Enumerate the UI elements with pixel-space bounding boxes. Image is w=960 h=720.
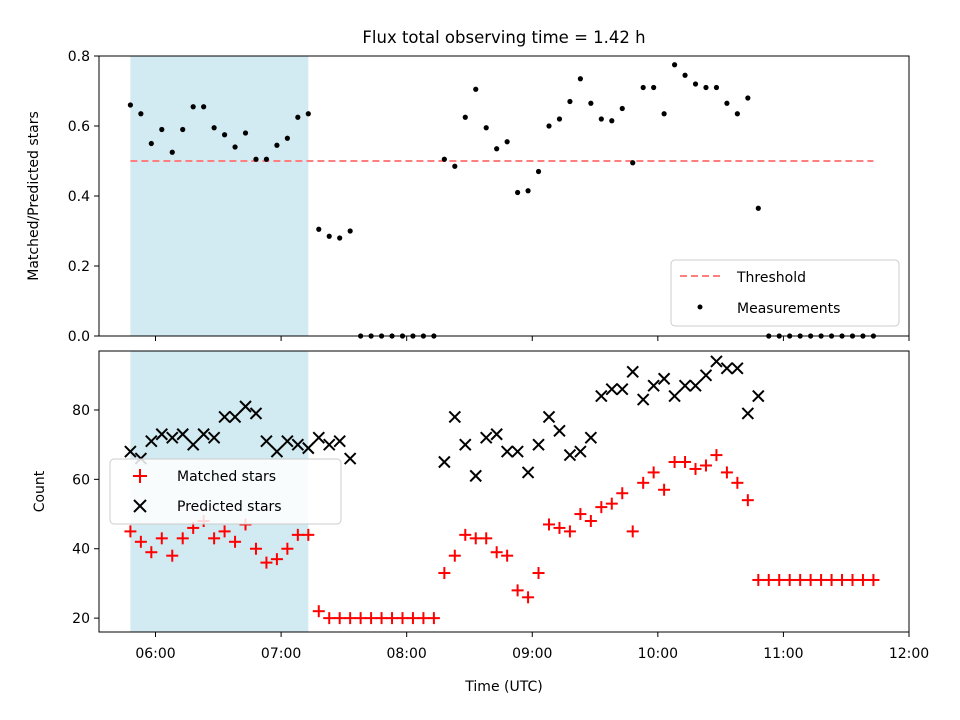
measurement-point xyxy=(735,111,740,116)
legend-matched-label: Matched stars xyxy=(177,469,276,485)
measurement-point xyxy=(714,85,719,90)
measurement-point xyxy=(724,101,729,106)
measurement-point xyxy=(599,116,604,121)
measurement-point xyxy=(662,111,667,116)
x-axis-label: Time (UTC) xyxy=(464,679,542,695)
y-tick-label: 0.2 xyxy=(68,259,90,275)
top-observing-window xyxy=(130,56,308,336)
measurement-point xyxy=(588,101,593,106)
measurement-point xyxy=(138,111,143,116)
measurement-point xyxy=(201,104,206,109)
measurement-point xyxy=(756,206,761,211)
measurement-point xyxy=(463,115,468,120)
y-tick-label: 80 xyxy=(72,403,90,419)
y-tick-label: 0.4 xyxy=(68,189,90,205)
measurement-point xyxy=(651,85,656,90)
measurement-point xyxy=(295,115,300,120)
measurement-point xyxy=(494,146,499,151)
measurement-point xyxy=(159,127,164,132)
measurement-point xyxy=(253,157,258,162)
x-tick-label: 10:00 xyxy=(638,646,678,662)
y-tick-label: 20 xyxy=(72,611,90,627)
measurement-point xyxy=(222,132,227,137)
measurement-point xyxy=(641,85,646,90)
x-tick-label: 12:00 xyxy=(889,646,929,662)
measurement-point xyxy=(703,85,708,90)
measurement-point xyxy=(274,143,279,148)
measurement-point xyxy=(285,136,290,141)
measurement-point xyxy=(546,123,551,128)
measurement-point xyxy=(484,125,489,130)
measurement-point xyxy=(693,81,698,86)
measurement-point xyxy=(191,104,196,109)
chart-title: Flux total observing time = 1.42 h xyxy=(362,28,645,47)
measurement-point xyxy=(536,169,541,174)
y-tick-label: 0.6 xyxy=(68,119,90,135)
y-tick-label: 60 xyxy=(72,472,90,488)
measurement-point xyxy=(337,235,342,240)
measurement-point xyxy=(264,157,269,162)
measurement-point xyxy=(525,188,530,193)
bottom-legend: Matched stars Predicted stars xyxy=(110,459,341,524)
measurement-point xyxy=(473,87,478,92)
measurement-point xyxy=(609,118,614,123)
y-tick-label: 0.8 xyxy=(68,49,90,65)
measurement-point xyxy=(316,227,321,232)
legend-measurements-swatch xyxy=(698,305,703,310)
bottom-y-axis-label: Count xyxy=(32,470,48,512)
measurement-point xyxy=(212,125,217,130)
x-tick-label: 11:00 xyxy=(763,646,803,662)
measurement-point xyxy=(505,139,510,144)
y-tick-label: 40 xyxy=(72,542,90,558)
measurement-point xyxy=(620,106,625,111)
y-tick-label: 0.0 xyxy=(68,329,90,345)
x-tick-label: 07:00 xyxy=(261,646,301,662)
measurement-point xyxy=(327,234,332,239)
measurement-point xyxy=(672,62,677,67)
measurement-point xyxy=(578,76,583,81)
measurement-point xyxy=(515,190,520,195)
measurement-point xyxy=(243,130,248,135)
measurement-point xyxy=(630,160,635,165)
measurement-point xyxy=(567,99,572,104)
legend-predicted-label: Predicted stars xyxy=(177,499,282,515)
x-tick-label: 09:00 xyxy=(512,646,552,662)
measurement-point xyxy=(682,73,687,78)
measurement-point xyxy=(452,164,457,169)
measurement-point xyxy=(348,228,353,233)
measurement-point xyxy=(557,116,562,121)
top-legend: Threshold Measurements xyxy=(671,260,899,326)
legend-measurements-label: Measurements xyxy=(737,301,840,317)
measurement-point xyxy=(745,95,750,100)
top-y-axis-label: Matched/Predicted stars xyxy=(26,111,42,281)
measurement-point xyxy=(128,102,133,107)
measurement-point xyxy=(306,111,311,116)
x-tick-label: 08:00 xyxy=(386,646,426,662)
measurement-point xyxy=(170,150,175,155)
measurement-point xyxy=(232,144,237,149)
figure: 0.0 0.2 0.4 0.6 0.8 Flux total observing tim… xyxy=(0,0,960,720)
measurement-point xyxy=(149,141,154,146)
legend-threshold-label: Threshold xyxy=(736,270,806,286)
measurement-point xyxy=(180,127,185,132)
x-tick-label: 06:00 xyxy=(135,646,175,662)
measurement-point xyxy=(442,157,447,162)
